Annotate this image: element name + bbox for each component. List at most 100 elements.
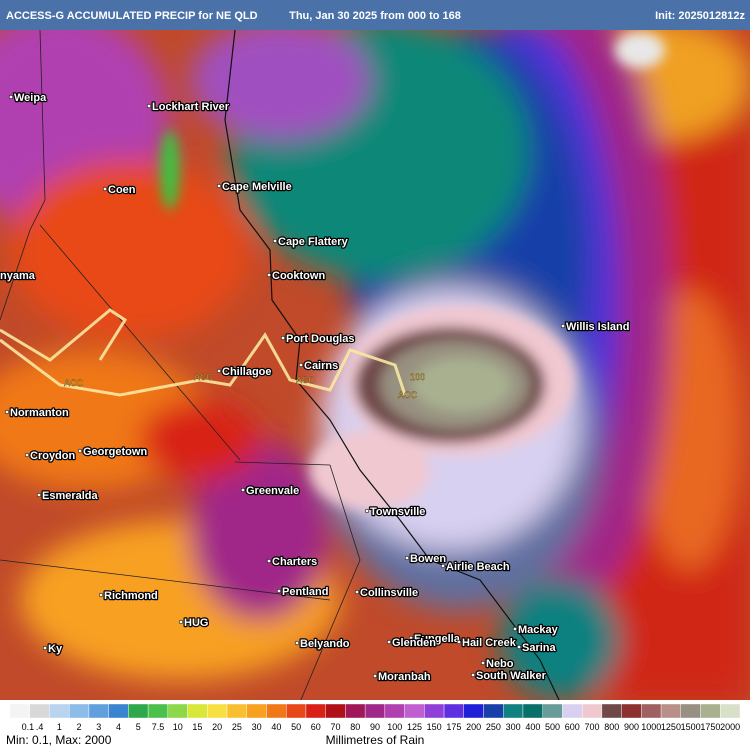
legend-label: 3 — [96, 722, 101, 732]
legend-swatch — [286, 703, 307, 719]
legend-label: 1000 — [641, 722, 661, 732]
legend-label: 2000 — [720, 722, 740, 732]
town-label: Willis Island — [566, 321, 629, 333]
legend-label: 4 — [116, 722, 121, 732]
legend-swatch — [404, 703, 425, 719]
legend-label: 700 — [585, 722, 600, 732]
legend-swatch — [128, 703, 149, 719]
town-label: Ky — [48, 643, 63, 655]
legend-swatch — [483, 703, 504, 719]
legend-swatch — [68, 703, 90, 719]
town-dot — [280, 335, 286, 341]
town-dot — [440, 563, 446, 569]
legend-label: 200 — [466, 722, 481, 732]
town-label: Mackay — [518, 624, 559, 636]
legend-label: 2 — [77, 722, 82, 732]
town-label: Coen — [108, 184, 136, 196]
legend-swatch — [88, 703, 109, 719]
legend-label: 1250 — [661, 722, 681, 732]
town-dot — [354, 589, 360, 595]
legend-swatch — [443, 703, 464, 719]
footer-left: Min: 0.1, Max: 2000 — [6, 733, 112, 747]
legend-label: 900 — [624, 722, 639, 732]
town-dot — [480, 660, 486, 666]
legend-label: 20 — [212, 722, 222, 732]
legend-label: 800 — [604, 722, 619, 732]
legend-swatch — [29, 703, 50, 719]
town-dot — [266, 272, 272, 278]
legend-swatch — [621, 703, 642, 719]
legend-label: 40 — [271, 722, 281, 732]
legend-swatch — [187, 703, 208, 719]
town-label: Charters — [272, 556, 317, 568]
town-dot — [98, 592, 104, 598]
legend-label: 0.1 — [22, 722, 35, 732]
town-dot — [4, 409, 10, 415]
legend-label: 50 — [291, 722, 301, 732]
town-label: Cape Flattery — [278, 236, 349, 248]
legend-label: 400 — [525, 722, 540, 732]
header-bar — [0, 0, 750, 30]
town-label: Normanton — [10, 407, 69, 419]
town-label: nyama — [0, 270, 36, 282]
track-label: 100 — [410, 372, 425, 382]
town-label: Croydon — [30, 450, 76, 462]
town-dot — [178, 619, 184, 625]
town-dot — [146, 103, 152, 109]
town-dot — [24, 452, 30, 458]
town-dot — [408, 635, 414, 641]
town-label: Eungella — [414, 633, 461, 645]
town-label: Esmeralda — [42, 490, 99, 502]
town-dot — [364, 508, 370, 514]
town-dot — [216, 368, 222, 374]
legend-swatch — [246, 703, 267, 719]
legend-label: 7.5 — [152, 722, 165, 732]
town-label: Townsville — [370, 506, 425, 518]
legend-label: 300 — [506, 722, 521, 732]
town-label: Sarina — [522, 642, 557, 654]
town-dot — [404, 555, 410, 561]
legend-swatch — [384, 703, 405, 719]
legend-swatch — [601, 703, 622, 719]
legend-label: 175 — [446, 722, 461, 732]
town-label: Weipa — [14, 92, 47, 104]
town-label: Cape Melville — [222, 181, 292, 193]
town-label: Airlie Beach — [446, 561, 510, 573]
track-label: ACC — [398, 390, 418, 400]
legend-swatch — [581, 703, 603, 719]
legend-label: 10 — [173, 722, 183, 732]
legend-swatch — [680, 703, 701, 719]
town-dot — [77, 448, 83, 454]
town-dot — [516, 644, 522, 650]
legend-label: 5 — [136, 722, 141, 732]
town-dot — [42, 645, 48, 651]
legend-swatch — [167, 703, 188, 719]
legend-label: 250 — [486, 722, 501, 732]
town-label: Pentland — [282, 586, 328, 598]
town-label: Bowen — [410, 553, 446, 565]
town-dot — [216, 183, 222, 189]
town-dot — [266, 558, 272, 564]
legend-swatch — [147, 703, 169, 719]
legend-label: 15 — [192, 722, 202, 732]
town-label: Nebo — [486, 658, 514, 670]
legend-label: 70 — [331, 722, 341, 732]
legend-label: 25 — [232, 722, 242, 732]
legend-swatch — [325, 703, 346, 719]
town-label: Collinsville — [360, 587, 418, 599]
town-dot — [36, 492, 42, 498]
legend-swatch — [108, 703, 129, 719]
precip-field — [0, 30, 750, 702]
town-label: Port Douglas — [286, 333, 354, 345]
legend-label: 1500 — [681, 722, 701, 732]
town-dot — [272, 238, 278, 244]
town-label: HUG — [184, 617, 208, 629]
legend-label: .4 — [36, 722, 44, 732]
town-dot — [8, 94, 14, 100]
legend-swatch — [345, 703, 366, 719]
town-dot — [560, 323, 566, 329]
legend-label: 500 — [545, 722, 560, 732]
footer-center: Millimetres of Rain — [326, 733, 425, 747]
